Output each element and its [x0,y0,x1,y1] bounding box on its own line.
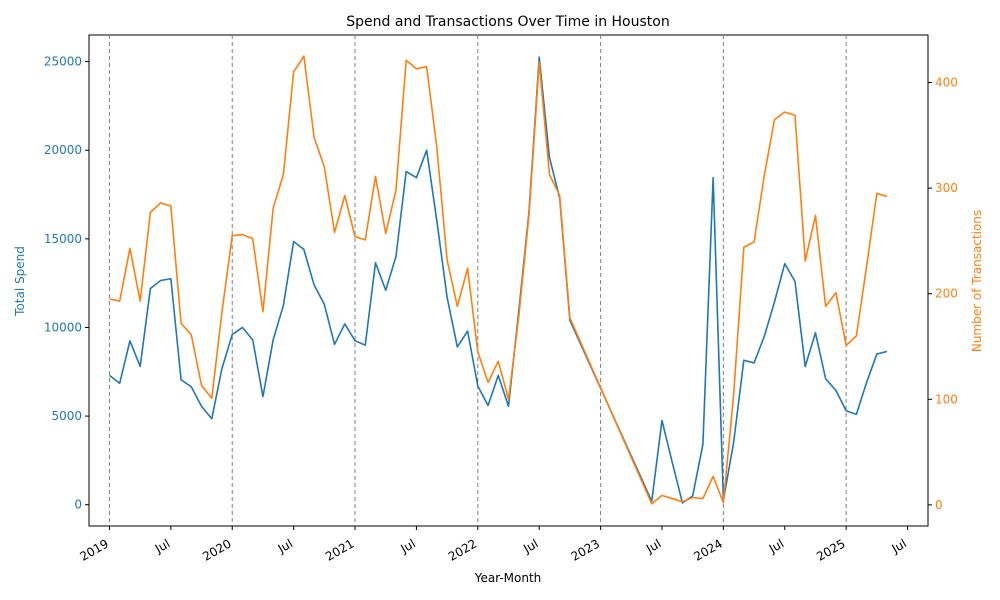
y-right-tick-label: 200 [935,287,958,301]
year-lines [108,35,847,526]
y-left-tick-label: 15000 [44,232,82,246]
y-left-tick-label: 10000 [44,320,82,334]
x-tick-label: 2020 [200,536,233,563]
x-tick-label: 2024 [691,536,724,563]
transactions-series-line [109,55,888,505]
y-left-tick-label: 0 [74,498,82,512]
x-tick-label: Jul [889,536,909,556]
x-tick-label: Jul [275,536,295,556]
y-right-tick-label: 0 [935,498,943,512]
y-right-tick-label: 300 [935,181,958,195]
x-tick-label: Jul [152,536,172,556]
y-left-axis-label: Total Spend [13,246,27,317]
series-layer [108,55,888,505]
spend-series-line [108,56,888,504]
plot-frame [88,34,929,527]
x-tick-label: 2023 [569,536,602,563]
x-tick-label: Jul [520,536,540,556]
x-tick-label: 2022 [446,536,479,563]
x-axis: 2019 Jul 2020 Jul 2021 Jul 2022 Jul 2023 Jul 2024 J… [78,526,909,564]
plot-area [88,34,929,527]
x-tick-label: 2025 [814,536,847,563]
y-right-axis: 0 100 200 300 400 [928,76,958,512]
y-left-tick-label: 20000 [44,143,82,157]
y-left-tick-label: 5000 [51,409,82,423]
y-left-axis: 0 5000 10000 15000 20000 25000 [44,55,89,512]
y-right-axis-label: Number of Transactions [970,210,984,352]
chart-title: Spend and Transactions Over Time in Hous… [346,14,669,30]
y-left-tick-label: 25000 [44,55,82,69]
x-axis-label: Year-Month [474,571,542,585]
x-tick-label: 2019 [78,536,111,563]
x-tick-label: 2021 [323,536,356,563]
x-tick-label: Jul [766,536,786,556]
y-right-tick-label: 400 [935,76,958,90]
y-right-tick-label: 100 [935,392,958,406]
x-tick-label: Jul [398,536,418,556]
x-tick-label: Jul [643,536,663,556]
